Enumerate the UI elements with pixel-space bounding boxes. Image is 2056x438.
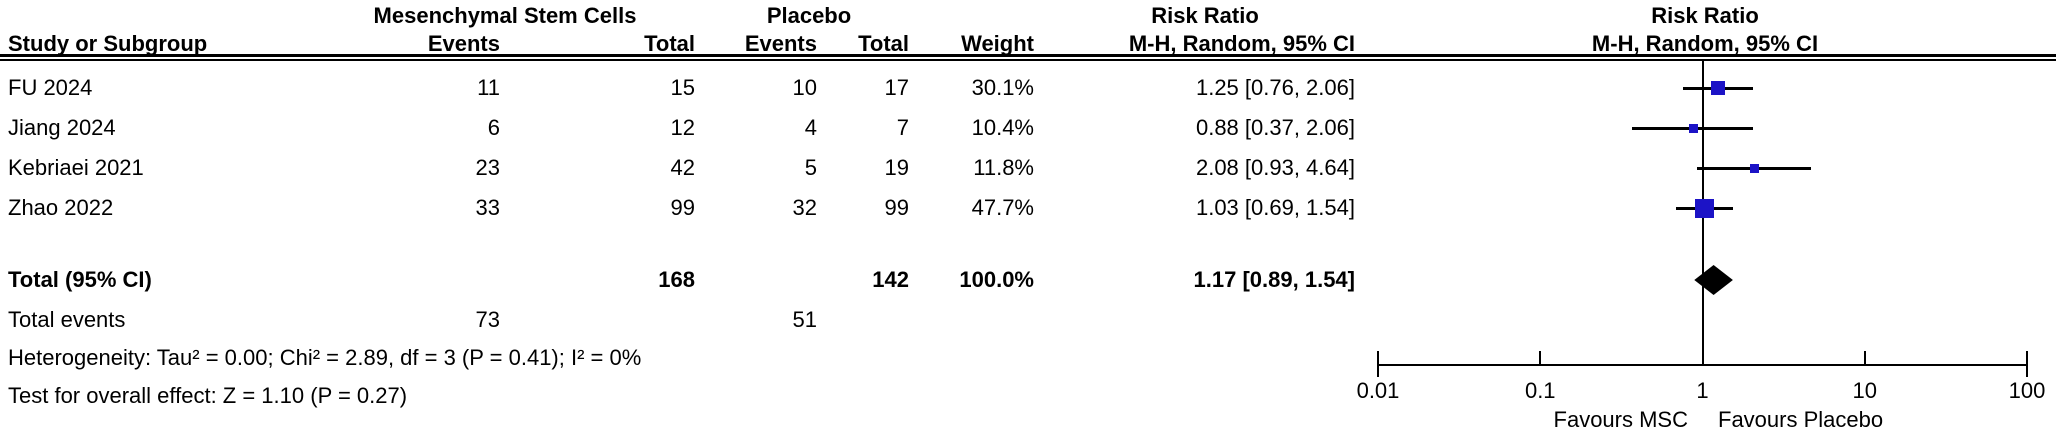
events-msc: 33 xyxy=(475,195,500,220)
total-events-label: Total events xyxy=(8,307,126,332)
events-msc: 11 xyxy=(477,75,500,100)
total-msc: 12 xyxy=(670,115,695,140)
col-header-method-table: M-H, Random, 95% CI xyxy=(1128,31,1355,56)
group-header-msc: Mesenchymal Stem Cells xyxy=(373,3,637,28)
x-tick-label: 100 xyxy=(2008,378,2046,403)
x-tick-label: 0.01 xyxy=(1356,378,1400,403)
col-header-events-placebo: Events xyxy=(744,31,817,56)
events-placebo: 10 xyxy=(792,75,817,100)
favours-right-label: Favours Placebo xyxy=(1718,407,1884,432)
rr-ci-value: 1.03 [0.69, 1.54] xyxy=(1195,195,1355,220)
table-row: Jiang 2024 6 12 4 7 10.4% 0.88 [0.37, 2.… xyxy=(0,114,2056,142)
study-label: Kebriaei 2021 xyxy=(8,155,144,180)
x-tick-label: 0.1 xyxy=(1524,378,1556,403)
study-label: Jiang 2024 xyxy=(8,115,116,140)
rr-ci-value: 2.08 [0.93, 4.64] xyxy=(1195,155,1355,180)
total-msc: 99 xyxy=(670,195,695,220)
total-row: Total (95% CI) 168 142 100.0% 1.17 [0.89… xyxy=(0,266,2056,294)
total-msc: 15 xyxy=(670,75,695,100)
group-header-placebo: Placebo xyxy=(766,3,852,28)
summary-diamond xyxy=(1694,265,1733,295)
total-label: Total (95% CI) xyxy=(8,267,152,292)
axis-tick xyxy=(2026,351,2028,377)
x-axis xyxy=(1378,364,2027,366)
col-header-total-msc: Total xyxy=(644,31,695,56)
weight-value: 47.7% xyxy=(971,195,1034,220)
weight-value: 30.1% xyxy=(971,75,1034,100)
total-placebo: 19 xyxy=(884,155,909,180)
header-rule-thick xyxy=(0,54,2056,57)
events-msc: 6 xyxy=(487,115,500,140)
col-header-study: Study or Subgroup xyxy=(8,31,208,56)
table-row: Kebriaei 2021 23 42 5 19 11.8% 2.08 [0.9… xyxy=(0,154,2056,182)
total-rr-ci: 1.17 [0.89, 1.54] xyxy=(1193,267,1355,292)
effect-square xyxy=(1695,198,1715,218)
col-header-method-plot: M-H, Random, 95% CI xyxy=(1591,31,1819,56)
axis-tick xyxy=(1863,351,1866,365)
overall-effect-row: Test for overall effect: Z = 1.10 (P = 0… xyxy=(0,382,2056,410)
rr-ci-value: 0.88 [0.37, 2.06] xyxy=(1195,115,1355,140)
total-events-placebo: 51 xyxy=(792,307,817,332)
col-header-total-placebo: Total xyxy=(858,31,909,56)
events-msc: 23 xyxy=(475,155,500,180)
header-group-row: Mesenchymal Stem Cells Placebo Risk Rati… xyxy=(0,2,2056,30)
heterogeneity-text: Heterogeneity: Tau² = 0.00; Chi² = 2.89,… xyxy=(8,345,642,370)
total-placebo: 7 xyxy=(896,115,909,140)
total-weight: 100.0% xyxy=(959,267,1034,292)
total-events-msc: 73 xyxy=(475,307,500,332)
effect-square xyxy=(1749,163,1759,173)
weight-value: 11.8% xyxy=(973,155,1034,180)
study-label: FU 2024 xyxy=(8,75,93,100)
risk-ratio-header-plot: Risk Ratio xyxy=(1651,3,1759,28)
total-events-row: Total events 73 51 xyxy=(0,306,2056,334)
weight-value: 10.4% xyxy=(971,115,1034,140)
effect-square xyxy=(1688,123,1698,133)
total-n-placebo: 142 xyxy=(872,267,909,292)
events-placebo: 4 xyxy=(804,115,817,140)
col-header-events-msc: Events xyxy=(427,31,500,56)
events-placebo: 32 xyxy=(792,195,817,220)
axis-tick xyxy=(1539,351,1542,365)
total-placebo: 99 xyxy=(884,195,909,220)
favours-left-label: Favours MSC xyxy=(1553,407,1688,432)
events-placebo: 5 xyxy=(804,155,817,180)
col-header-weight: Weight xyxy=(961,31,1034,56)
total-placebo: 17 xyxy=(884,75,909,100)
study-label: Zhao 2022 xyxy=(8,195,114,220)
header-rule-thin xyxy=(0,59,2056,61)
effect-square xyxy=(1711,81,1726,95)
x-tick-label: 1 xyxy=(1696,378,1709,403)
axis-tick xyxy=(1701,351,1704,365)
total-msc: 42 xyxy=(670,155,695,180)
axis-tick xyxy=(1377,351,1379,377)
total-n-msc: 168 xyxy=(658,267,695,292)
x-tick-label: 10 xyxy=(1852,378,1877,403)
risk-ratio-header-table: Risk Ratio xyxy=(1151,3,1259,28)
rr-ci-value: 1.25 [0.76, 2.06] xyxy=(1195,75,1355,100)
table-row: FU 2024 11 15 10 17 30.1% 1.25 [0.76, 2.… xyxy=(0,74,2056,102)
overall-effect-text: Test for overall effect: Z = 1.10 (P = 0… xyxy=(8,383,408,408)
heterogeneity-row: Heterogeneity: Tau² = 0.00; Chi² = 2.89,… xyxy=(0,344,2056,372)
header-column-row: Study or Subgroup Events Total Events To… xyxy=(0,30,2056,58)
table-row: Zhao 2022 33 99 32 99 47.7% 1.03 [0.69, … xyxy=(0,194,2056,222)
